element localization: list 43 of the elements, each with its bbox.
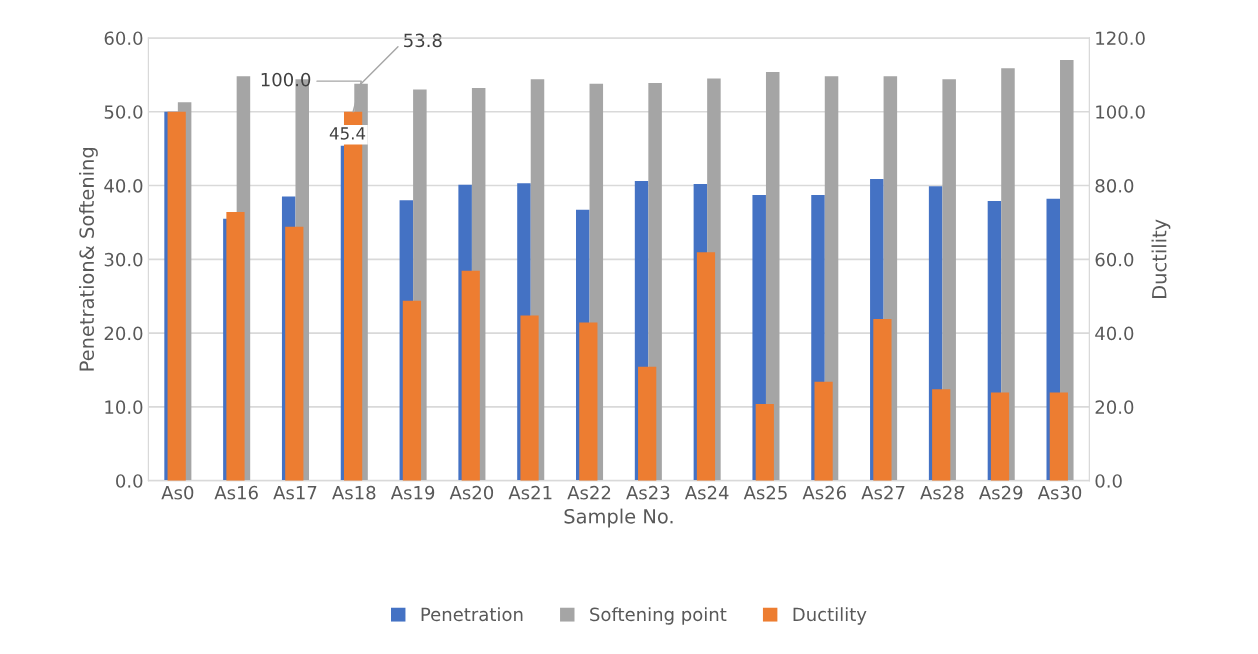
bar: [1049, 392, 1068, 481]
data-label: 100.0: [261, 72, 311, 87]
x-tick-label: As22: [567, 485, 611, 500]
x-tick-label: As26: [802, 485, 847, 500]
x-tick-label: As23: [626, 485, 670, 500]
x-tick-label: As28: [920, 485, 964, 500]
x-tick-label: As0: [161, 485, 194, 500]
legend-label: Penetration: [421, 607, 523, 622]
x-tick-label: As24: [684, 485, 729, 500]
y2-tick-label: 20.0: [1095, 400, 1134, 415]
data-label: 53.8: [404, 33, 442, 48]
y-tick-label: 10.0: [105, 400, 143, 415]
y-tick-label: 30.0: [104, 252, 143, 267]
y-axis-title: Penetration& Softening: [79, 148, 98, 371]
y2-tick-label: 100.0: [1096, 105, 1145, 119]
y2-tick-label: 60.0: [1095, 252, 1134, 267]
y2-axis-title: Ductility: [1151, 219, 1171, 298]
y2-tick-label: 80.0: [1095, 178, 1134, 193]
x-tick-label: As27: [861, 485, 905, 500]
x-tick-label: As21: [508, 485, 552, 500]
y-tick-label: 0.0: [116, 474, 143, 488]
y2-tick-label: 120.0: [1096, 31, 1145, 46]
legend-label: Softening point: [590, 607, 727, 625]
x-tick-label: As29: [978, 485, 1023, 500]
y2-tick-label: 0.0: [1095, 474, 1122, 488]
x-tick-label: As25: [743, 485, 787, 500]
y2-tick-label: 40.0: [1095, 326, 1134, 341]
bar: [932, 389, 951, 481]
y-tick-label: 40.0: [104, 178, 143, 193]
y-tick-label: 60.0: [104, 31, 143, 46]
x-tick-label: As30: [1037, 485, 1082, 500]
legend-label: Ductility: [793, 607, 867, 625]
x-tick-label: As16: [214, 485, 258, 500]
y-tick-label: 50.0: [104, 105, 143, 119]
y-tick-label: 20.0: [104, 326, 143, 341]
x-axis-title: Sample No.: [564, 508, 673, 528]
x-tick-label: As18: [332, 485, 376, 500]
data-label: 45.4: [329, 127, 366, 140]
x-tick-label: As20: [449, 485, 494, 500]
bar: [990, 392, 1010, 481]
bar: [755, 403, 774, 481]
x-tick-label: As17: [273, 486, 317, 500]
x-tick-label: As19: [390, 485, 435, 500]
